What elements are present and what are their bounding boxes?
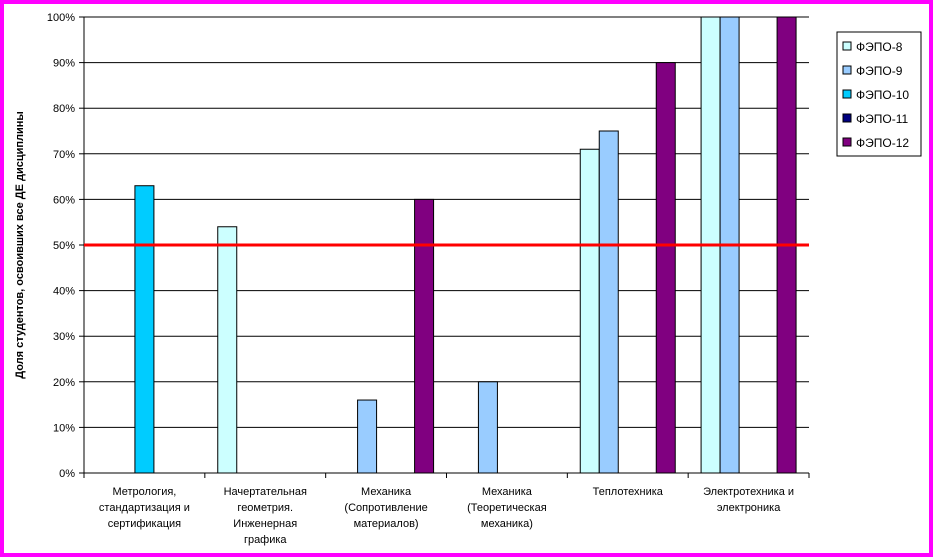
y-tick-label: 40% <box>53 286 75 298</box>
bar <box>217 226 238 474</box>
legend-label: ФЭПО-12 <box>856 136 909 150</box>
y-tick-label: 90% <box>53 58 75 70</box>
y-tick-label: 60% <box>53 194 75 206</box>
y-axis-title: Доля студентов, освоивших все ДЕ дисципл… <box>14 111 26 379</box>
y-tick-label: 70% <box>53 149 75 161</box>
x-category-label: Механика (Теоретическая механика) <box>467 486 547 530</box>
x-category-label: Электротехника и электроника <box>703 486 794 514</box>
x-category-label: Механика (Сопротивление материалов) <box>344 486 427 530</box>
bar <box>655 62 676 474</box>
bar <box>134 185 155 474</box>
bar-chart: 0% 10% 20% 30% 40% 50% 60% 70% 80% 90% 100% Доля ст… <box>14 12 922 546</box>
legend-label: ФЭПО-10 <box>856 88 909 102</box>
legend-label: ФЭПО-11 <box>856 112 908 126</box>
x-category-label: Теплотехника <box>593 486 664 498</box>
legend-label: ФЭПО-8 <box>856 40 903 54</box>
y-tick-label: 10% <box>53 422 75 434</box>
x-category-label: Начертательная геометрия. Инженерная график… <box>224 486 307 546</box>
bar <box>598 130 619 474</box>
y-tick-label: 100% <box>47 12 75 24</box>
bar <box>579 148 600 474</box>
y-tick-label: 50% <box>53 240 75 252</box>
legend-swatch <box>842 137 852 147</box>
y-tick-label: 80% <box>53 103 75 115</box>
bar <box>357 399 378 474</box>
y-tick-label: 20% <box>53 377 75 389</box>
legend-swatch <box>842 41 852 51</box>
y-tick-label: 30% <box>53 331 75 343</box>
x-category-label: Метрология, стандартизация и сертификация <box>99 486 190 530</box>
legend-swatch <box>842 89 852 99</box>
legend-label: ФЭПО-9 <box>856 64 903 78</box>
bar <box>477 381 498 474</box>
legend-swatch <box>842 65 852 75</box>
y-tick-label: 0% <box>59 468 75 480</box>
legend-swatch <box>842 113 852 123</box>
bar <box>414 198 435 474</box>
